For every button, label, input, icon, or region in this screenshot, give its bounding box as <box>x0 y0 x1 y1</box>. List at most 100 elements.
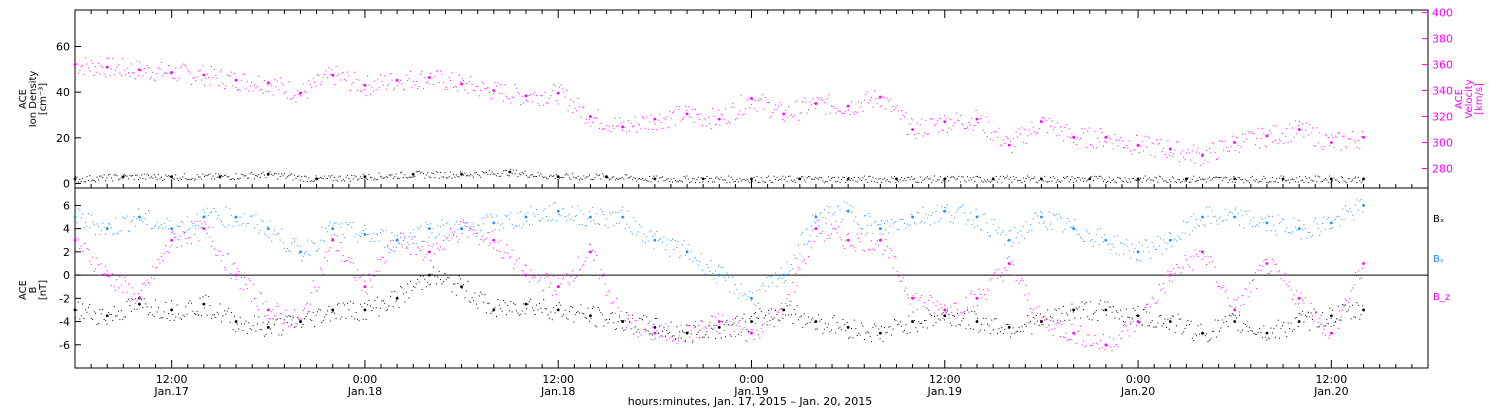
velocity-series-sample <box>649 121 651 123</box>
b-series-2-sample <box>1221 286 1223 288</box>
b-series-2-sample <box>1077 330 1079 332</box>
b-series-2-sample <box>1105 345 1107 347</box>
b-series-2-sample <box>826 238 828 240</box>
velocity-series-sample <box>909 123 911 125</box>
b-series-1-sample <box>828 212 830 214</box>
b-series-2-sample <box>351 257 353 259</box>
density-series-sample <box>209 173 211 175</box>
density-series-sample <box>921 182 923 184</box>
b-series-2-sample <box>735 335 737 337</box>
b-series-0-sample <box>371 309 373 311</box>
b-series-0-sample <box>1111 311 1113 313</box>
density-series-sample <box>1357 177 1359 179</box>
b-series-1-sample <box>97 225 99 227</box>
b-series-1-sample <box>630 231 632 233</box>
b-series-2-sample <box>795 273 797 275</box>
b-series-0-sample <box>1004 329 1006 331</box>
density-series-sample <box>995 175 997 177</box>
b-series-0-sample <box>1100 299 1102 301</box>
velocity-series-sample <box>833 107 835 109</box>
velocity-series-sample <box>113 74 115 76</box>
density-series-sample <box>1017 180 1019 182</box>
b-series-0-sample <box>989 332 991 334</box>
b-series-1-sample <box>959 206 961 208</box>
velocity-series-sample <box>1203 162 1205 164</box>
b-series-2-sample <box>1250 291 1252 293</box>
b-series-0-sample <box>445 278 447 280</box>
b-series-0-sample <box>251 329 253 331</box>
b-series-1-sample <box>239 216 241 218</box>
density-series-sample <box>148 174 150 176</box>
density-series-sample <box>946 175 948 177</box>
density-series-sample <box>319 177 321 179</box>
density-series-sample <box>891 176 893 178</box>
b-series-2-sample <box>810 247 812 249</box>
b-series-2-sample <box>328 250 330 252</box>
density-series-sample <box>931 182 933 184</box>
b-series-1-sample <box>905 227 907 229</box>
b-series-2-sample <box>1058 322 1060 324</box>
density-series-sample <box>667 178 669 180</box>
b-series-2-sample <box>858 237 860 239</box>
density-series-sample <box>714 177 716 179</box>
velocity-series-sample <box>395 80 397 82</box>
b-series-1-sample <box>358 234 360 236</box>
b-series-0-sample <box>995 318 997 320</box>
velocity-series-sample <box>132 72 134 74</box>
b-series-0-sample <box>221 321 223 323</box>
b-series-1-sample <box>1178 237 1180 239</box>
b-series-2-sample <box>216 254 218 256</box>
density-series-sample <box>85 181 87 183</box>
b-series-1-sample <box>410 232 412 234</box>
b-series-2-sample <box>965 296 967 298</box>
density-series-sample <box>248 177 250 179</box>
density-series-sample <box>949 177 951 179</box>
density-series-sample <box>430 177 432 179</box>
density-series-sample <box>109 173 111 175</box>
b-series-0-sample <box>1087 316 1089 318</box>
b-series-0-sample <box>1007 323 1009 325</box>
density-series-sample <box>1218 177 1220 179</box>
density-series-point <box>170 175 174 178</box>
b-series-1-sample <box>611 211 613 213</box>
density-series-sample <box>1151 179 1153 181</box>
density-series-sample <box>954 177 956 179</box>
b-series-0-sample <box>125 316 127 318</box>
b-series-0-sample <box>571 306 573 308</box>
b-series-2-sample <box>557 277 559 279</box>
b-series-2-sample <box>674 338 676 340</box>
b-series-1-sample <box>1038 222 1040 224</box>
b-series-1-sample <box>188 229 190 231</box>
velocity-series-sample <box>152 71 154 73</box>
velocity-series-sample <box>245 88 247 90</box>
velocity-series-sample <box>714 123 716 125</box>
b-series-1-sample <box>219 219 221 221</box>
density-series-sample <box>395 173 397 175</box>
b-series-1-sample <box>796 258 798 260</box>
b-series-1-sample <box>291 242 293 244</box>
b-series-0-sample <box>259 328 261 330</box>
density-series-sample <box>1313 180 1315 182</box>
b-series-1-sample <box>1220 215 1222 217</box>
density-series-sample <box>1270 181 1272 183</box>
b-series-1-sample <box>1241 215 1243 217</box>
velocity-series-sample <box>906 134 908 136</box>
velocity-series-sample <box>282 84 284 86</box>
velocity-series-point <box>170 70 174 74</box>
velocity-series-sample <box>160 62 162 64</box>
density-series-sample <box>636 180 638 182</box>
density-series-sample <box>306 181 308 183</box>
density-series-sample <box>991 180 993 182</box>
b-series-0-sample <box>709 324 711 326</box>
b-series-2-sample <box>948 317 950 319</box>
b-series-0-sample <box>126 300 128 302</box>
b-series-0-sample <box>553 307 555 309</box>
b-series-1-sample <box>1253 217 1255 219</box>
b-series-1-sample <box>1344 205 1346 207</box>
b-series-1-sample <box>609 212 611 214</box>
b-series-0-sample <box>732 324 734 326</box>
b-series-2-sample <box>182 231 184 233</box>
b-series-2-sample <box>312 280 314 282</box>
b-series-0-sample <box>530 298 532 300</box>
density-series-sample <box>1244 178 1246 180</box>
